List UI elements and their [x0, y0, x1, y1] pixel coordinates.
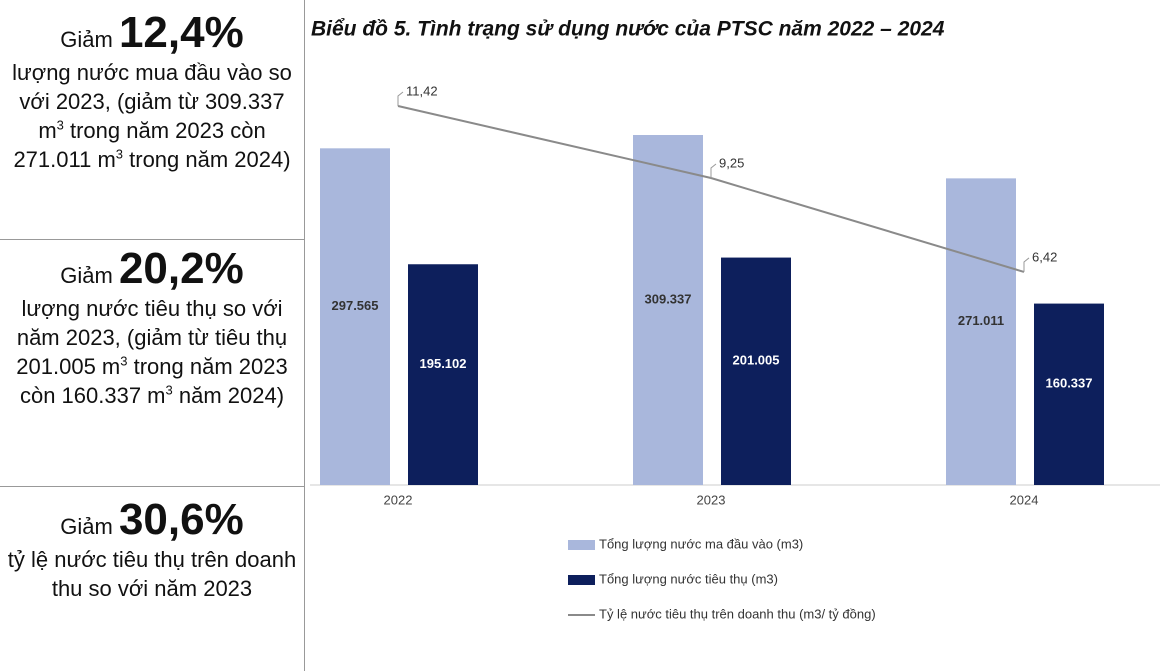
headline: Giảm 12,4% — [4, 8, 300, 58]
bar-label: 160.337 — [1046, 376, 1093, 391]
chart-title: Biểu đồ 5. Tình trạng sử dụng nước của P… — [311, 18, 945, 41]
text-run: lượng nước mua đầu vào so với 2023, (giả… — [12, 60, 292, 143]
superscript: 3 — [120, 353, 128, 369]
bar — [1034, 303, 1104, 485]
info-box: Giảm 12,4% lượng nước mua đầu vào so với … — [0, 0, 304, 240]
line-label: 9,25 — [719, 155, 744, 170]
x-tick-label: 2022 — [384, 492, 413, 507]
body-text: lượng nước mua đầu vào so với 2023, (giả… — [4, 58, 300, 174]
bar-label: 271.011 — [958, 313, 1004, 328]
bar — [946, 178, 1016, 486]
bar-label: 309.337 — [645, 291, 692, 306]
bar — [721, 257, 791, 485]
left-panel: Giảm 12,4% lượng nước mua đầu vào so với … — [0, 0, 305, 671]
body-text: lượng nước tiêu thụ so với năm 2023, (gi… — [4, 294, 300, 410]
leader — [397, 91, 404, 106]
chart: Biểu đồ 5. Tình trạng sử dụng nước của P… — [310, 18, 1160, 621]
headline: Giảm 30,6% — [4, 495, 300, 545]
headline-number: 12,4% — [118, 8, 244, 57]
info-box: Giảm 30,6% tỷ lệ nước tiêu thụ trên doanh… — [0, 487, 304, 671]
headline-number: 30,6% — [118, 495, 244, 544]
bar — [408, 264, 478, 485]
x-tick-label: 2024 — [1010, 492, 1039, 507]
text-run: tỷ lệ nước tiêu thụ trên doanh thu so vớ… — [7, 547, 297, 601]
line-label: 6,42 — [1032, 249, 1057, 264]
bar — [633, 135, 703, 485]
headline-number: 20,2% — [118, 244, 244, 293]
legend-swatch — [568, 575, 595, 585]
superscript: 3 — [115, 146, 124, 162]
text-run: trong năm 2023 còn 160.337 m — [19, 354, 288, 408]
leader — [1023, 257, 1030, 272]
text-run: trong năm 2023 còn 271.011 m — [13, 118, 266, 172]
headline-word: Giảm — [60, 27, 113, 52]
x-tick-label: 2023 — [697, 492, 726, 507]
text-run: lượng nước tiêu thụ so với năm 2023, (gi… — [16, 296, 288, 379]
line-label: 11,42 — [406, 83, 438, 98]
bar-label: 297.565 — [332, 298, 379, 313]
legend-swatch — [568, 540, 595, 550]
legend-label: Tổng lượng nước ma đầu vào (m3) — [599, 536, 803, 551]
legend-label: Tổng lượng nước tiêu thụ (m3) — [599, 571, 778, 586]
headline-word: Giảm — [60, 514, 113, 539]
superscript: 3 — [165, 382, 173, 398]
headline-word: Giảm — [60, 263, 113, 288]
legend-label: Tỷ lệ nước tiêu thụ trên doanh thu (m3/ … — [599, 606, 876, 621]
headline: Giảm 20,2% — [4, 244, 300, 294]
superscript: 3 — [56, 117, 64, 133]
info-box: Giảm 20,2% lượng nước tiêu thụ so với năm… — [0, 240, 304, 487]
body-text: tỷ lệ nước tiêu thụ trên doanh thu so vớ… — [4, 545, 300, 603]
text-run: năm 2024) — [172, 383, 285, 408]
line — [397, 105, 1025, 273]
leader — [710, 163, 717, 179]
bar — [320, 148, 390, 485]
text-run: trong năm 2024) — [123, 147, 291, 172]
bar-label: 195.102 — [420, 356, 467, 371]
bar-label: 201.005 — [733, 353, 780, 368]
